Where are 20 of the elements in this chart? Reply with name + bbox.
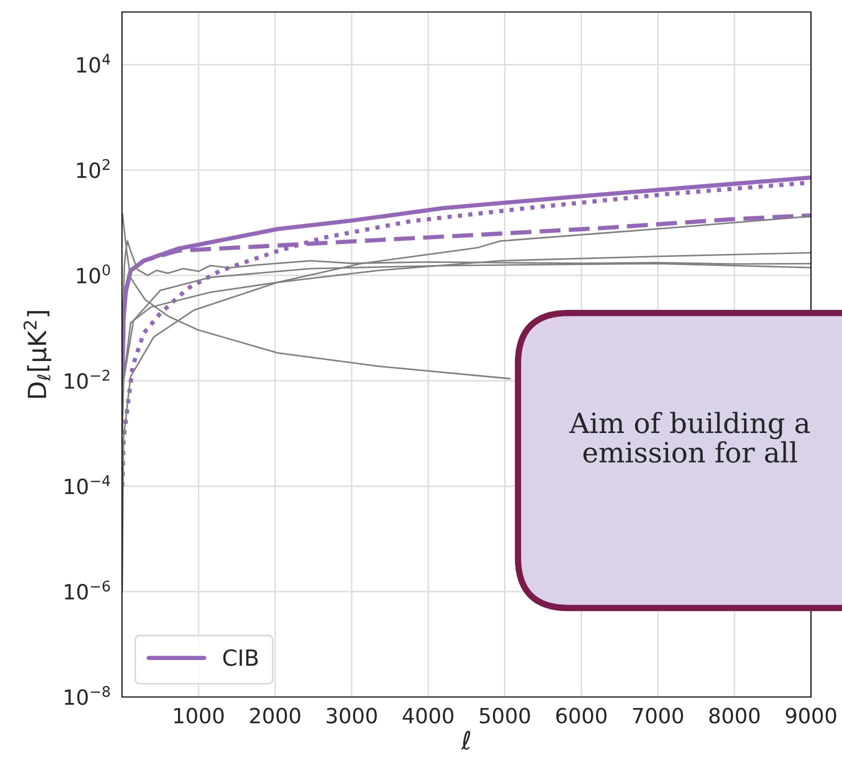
y-tick-label: 10$^{4}$: [77, 54, 110, 73]
legend-label: CIB: [223, 649, 258, 666]
x-axis-title: ℓ: [460, 730, 470, 750]
x-tick-label: 8000: [709, 708, 760, 724]
x-tick-label: 6000: [556, 708, 606, 724]
y-axis-title: D$_{ℓ}$[μK$^{2}$]: [24, 311, 52, 398]
annotation: Aim of building a emission for all: [569, 412, 810, 463]
y-tick-label: 10$^{−4}$: [64, 475, 110, 494]
y-tick-label: 10$^{0}$: [77, 264, 110, 284]
y-tick-label: 10$^{2}$: [77, 159, 110, 178]
x-tick-label: 5000: [480, 708, 530, 724]
x-tick-label: 2000: [250, 708, 300, 724]
x-tick-label: 7000: [633, 708, 684, 724]
x-tick-label: 9000: [786, 708, 836, 724]
x-tick-label: 3000: [326, 708, 377, 724]
y-tick-label: 10$^{−6}$: [64, 580, 110, 600]
y-tick-label: 10$^{−2}$: [64, 370, 110, 389]
x-tick-label: 4000: [402, 708, 454, 724]
y-tick-label: 10$^{−8}$: [64, 686, 110, 706]
x-tick-label: 1000: [174, 708, 224, 724]
